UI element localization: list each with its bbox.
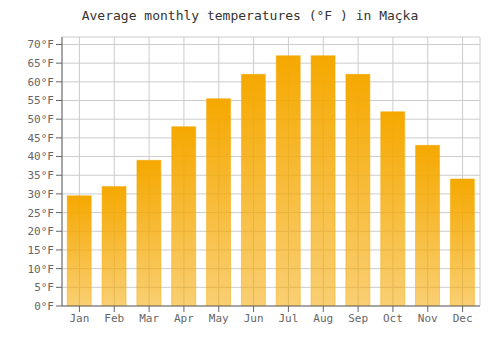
svg-text:May: May bbox=[209, 312, 229, 325]
svg-text:45°F: 45°F bbox=[28, 132, 55, 145]
svg-text:35°F: 35°F bbox=[28, 169, 55, 182]
svg-text:50°F: 50°F bbox=[28, 113, 55, 126]
svg-text:Jul: Jul bbox=[278, 312, 298, 325]
svg-text:55°F: 55°F bbox=[28, 94, 55, 107]
svg-text:10°F: 10°F bbox=[28, 263, 55, 276]
svg-text:Mar: Mar bbox=[139, 312, 159, 325]
svg-text:Jun: Jun bbox=[244, 312, 264, 325]
svg-text:0°F: 0°F bbox=[34, 300, 54, 313]
svg-text:Dec: Dec bbox=[453, 312, 473, 325]
svg-text:70°F: 70°F bbox=[28, 38, 55, 51]
svg-text:Jan: Jan bbox=[69, 312, 89, 325]
svg-text:60°F: 60°F bbox=[28, 76, 55, 89]
html-text:Average monthly temperatures (: Average monthly temperatures (°F ) in Ma… bbox=[81, 8, 419, 23]
svg-text:15°F: 15°F bbox=[28, 244, 55, 257]
svg-text:Apr: Apr bbox=[174, 312, 194, 325]
svg-text:Oct: Oct bbox=[383, 312, 403, 325]
svg-text:25°F: 25°F bbox=[28, 207, 55, 220]
svg-text:20°F: 20°F bbox=[28, 225, 55, 238]
svg-text:30°F: 30°F bbox=[28, 188, 55, 201]
svg-text:Aug: Aug bbox=[313, 312, 333, 325]
svg-text:65°F: 65°F bbox=[28, 57, 55, 70]
svg-text:Nov: Nov bbox=[418, 312, 438, 325]
svg-text:Sep: Sep bbox=[348, 312, 368, 325]
svg-text:40°F: 40°F bbox=[28, 150, 55, 163]
svg-text:5°F: 5°F bbox=[34, 281, 54, 294]
svg-text:Feb: Feb bbox=[104, 312, 124, 325]
